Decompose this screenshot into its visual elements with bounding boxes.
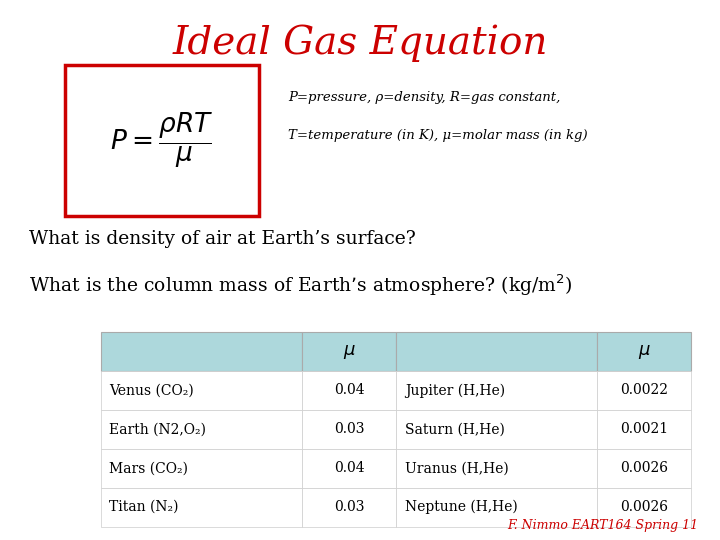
Text: Earth (N2,O₂): Earth (N2,O₂) <box>109 422 207 436</box>
FancyBboxPatch shape <box>396 449 598 488</box>
FancyBboxPatch shape <box>598 371 691 410</box>
FancyBboxPatch shape <box>101 449 302 488</box>
Text: 0.03: 0.03 <box>334 422 364 436</box>
FancyBboxPatch shape <box>302 332 396 371</box>
Text: Ideal Gas Equation: Ideal Gas Equation <box>172 24 548 62</box>
FancyBboxPatch shape <box>396 488 598 526</box>
FancyBboxPatch shape <box>598 449 691 488</box>
FancyBboxPatch shape <box>65 65 259 216</box>
Text: 0.0026: 0.0026 <box>620 500 668 514</box>
Text: Titan (N₂): Titan (N₂) <box>109 500 179 514</box>
Text: $P = \dfrac{\rho RT}{\mu}$: $P = \dfrac{\rho RT}{\mu}$ <box>110 111 214 170</box>
FancyBboxPatch shape <box>101 332 302 371</box>
FancyBboxPatch shape <box>598 332 691 371</box>
Text: P=pressure, ρ=density, R=gas constant,: P=pressure, ρ=density, R=gas constant, <box>288 91 560 104</box>
FancyBboxPatch shape <box>101 488 302 526</box>
FancyBboxPatch shape <box>396 332 598 371</box>
Text: $\mu$: $\mu$ <box>638 342 651 361</box>
Text: F. Nimmo EART164 Spring 11: F. Nimmo EART164 Spring 11 <box>508 519 698 532</box>
Text: 0.04: 0.04 <box>334 461 364 475</box>
FancyBboxPatch shape <box>302 410 396 449</box>
FancyBboxPatch shape <box>396 371 598 410</box>
Text: T=temperature (in K), μ=molar mass (in kg): T=temperature (in K), μ=molar mass (in k… <box>288 129 588 141</box>
Text: 0.0022: 0.0022 <box>620 383 668 397</box>
Text: Jupiter (H,He): Jupiter (H,He) <box>405 383 505 397</box>
Text: 0.0021: 0.0021 <box>620 422 668 436</box>
Text: 0.04: 0.04 <box>334 383 364 397</box>
Text: Uranus (H,He): Uranus (H,He) <box>405 461 508 475</box>
Text: What is the column mass of Earth’s atmosphere? (kg/m$^{2}$): What is the column mass of Earth’s atmos… <box>29 273 572 298</box>
Text: Saturn (H,He): Saturn (H,He) <box>405 422 505 436</box>
FancyBboxPatch shape <box>101 371 302 410</box>
FancyBboxPatch shape <box>302 488 396 526</box>
Text: What is density of air at Earth’s surface?: What is density of air at Earth’s surfac… <box>29 230 415 247</box>
FancyBboxPatch shape <box>101 410 302 449</box>
Text: Mars (CO₂): Mars (CO₂) <box>109 461 189 475</box>
Text: $\mu$: $\mu$ <box>343 342 356 361</box>
FancyBboxPatch shape <box>598 410 691 449</box>
Text: Neptune (H,He): Neptune (H,He) <box>405 500 518 514</box>
FancyBboxPatch shape <box>302 449 396 488</box>
Text: Venus (CO₂): Venus (CO₂) <box>109 383 194 397</box>
FancyBboxPatch shape <box>302 371 396 410</box>
FancyBboxPatch shape <box>598 488 691 526</box>
Text: 0.03: 0.03 <box>334 500 364 514</box>
Text: 0.0026: 0.0026 <box>620 461 668 475</box>
FancyBboxPatch shape <box>396 410 598 449</box>
